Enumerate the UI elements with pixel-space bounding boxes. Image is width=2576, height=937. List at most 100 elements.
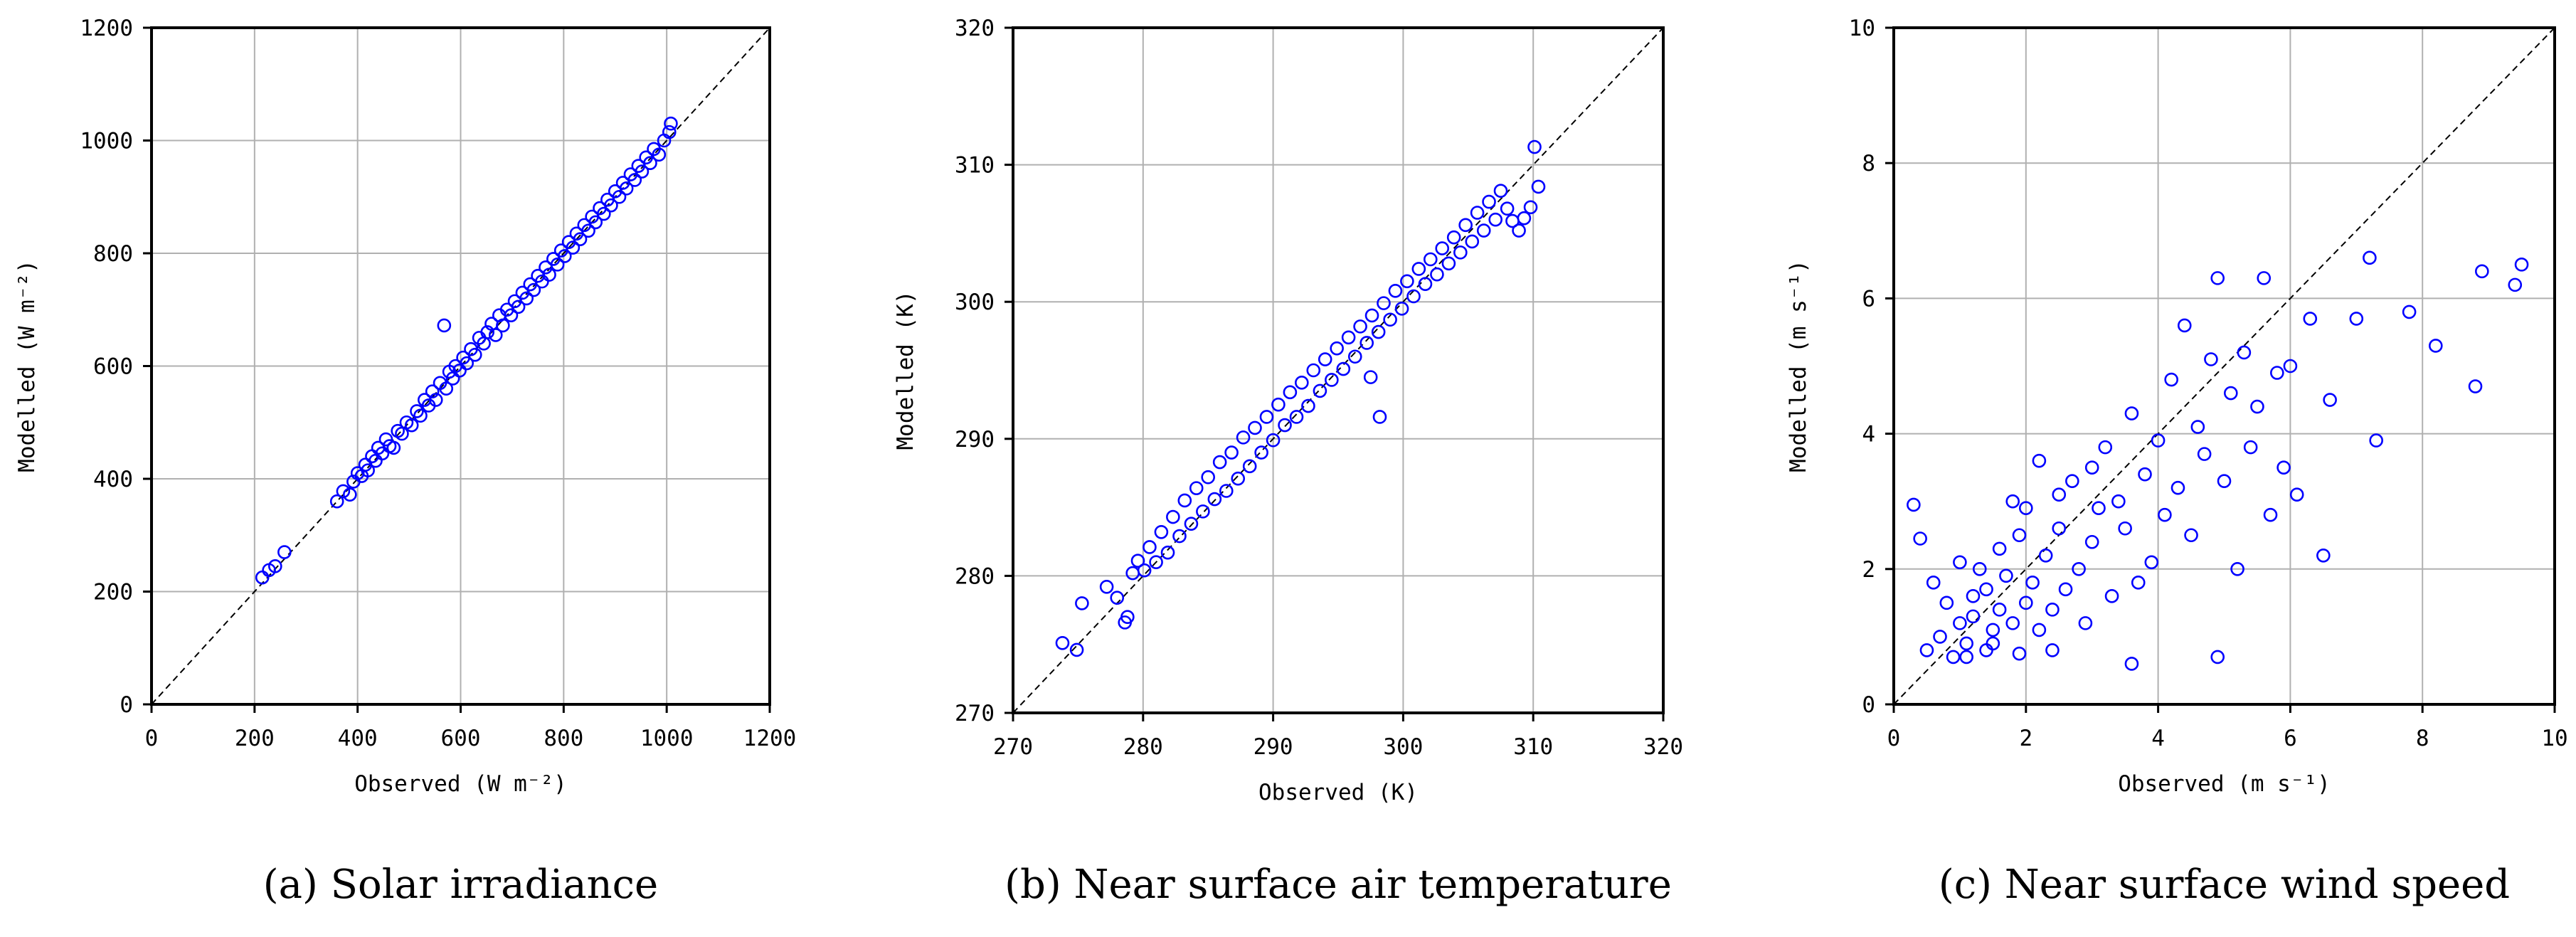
data-point — [2243, 440, 2258, 455]
data-point — [1966, 589, 1981, 603]
data-point — [2025, 576, 2040, 590]
data-point — [2032, 623, 2047, 637]
data-point — [1231, 471, 1246, 486]
data-point — [2363, 250, 2377, 265]
plot-frame — [150, 26, 771, 706]
data-point — [2303, 312, 2318, 326]
data-point — [1341, 330, 1356, 345]
data-point — [1992, 541, 2007, 556]
data-point — [1458, 218, 1473, 233]
x-tick-label: 1000 — [640, 726, 694, 751]
data-point — [1435, 241, 1450, 255]
data-point — [1196, 504, 1210, 519]
x-tick-label: 0 — [1887, 726, 1901, 751]
data-point — [1527, 139, 1542, 154]
data-point — [2012, 528, 2027, 543]
y-tick-label: 270 — [955, 701, 995, 726]
data-point — [2131, 576, 2146, 590]
data-point — [2098, 440, 2113, 455]
data-point — [557, 249, 572, 263]
data-point — [1189, 481, 1204, 495]
data-point — [2204, 352, 2218, 366]
data-point — [428, 393, 443, 407]
data-point — [2369, 433, 2383, 448]
data-point — [1926, 576, 1941, 590]
data-point — [662, 125, 677, 139]
x-tick-label: 290 — [1253, 734, 1293, 760]
data-point — [1301, 398, 1315, 413]
data-point — [2032, 453, 2047, 468]
data-point — [1278, 418, 1292, 433]
data-point — [1372, 410, 1387, 424]
data-point — [2217, 474, 2232, 488]
data-point — [1453, 245, 1468, 260]
data-point — [1500, 201, 1515, 216]
data-point — [1512, 223, 1526, 238]
data-point — [1242, 459, 1257, 474]
data-point — [635, 164, 650, 179]
data-point — [1160, 545, 1175, 560]
x-tick-label: 0 — [145, 726, 159, 751]
data-point — [425, 384, 440, 398]
data-point — [1120, 610, 1135, 624]
data-point — [2072, 561, 2086, 576]
y-tick-label: 300 — [955, 290, 995, 315]
x-tick-label: 270 — [993, 734, 1033, 760]
x-tick-label: 600 — [441, 726, 481, 751]
y-tick-label: 290 — [955, 427, 995, 452]
data-point — [2058, 582, 2073, 597]
data-point — [2038, 548, 2053, 563]
data-point — [2237, 345, 2252, 360]
data-point — [1377, 296, 1391, 310]
data-point — [2257, 271, 2272, 285]
data-point — [2065, 474, 2079, 488]
data-point — [1212, 455, 1227, 470]
data-point — [1172, 529, 1187, 544]
data-point — [612, 189, 627, 204]
data-point — [1430, 267, 1444, 282]
data-point — [361, 463, 375, 477]
data-point — [511, 300, 526, 314]
data-point — [2078, 616, 2093, 630]
data-point — [343, 487, 357, 502]
data-point — [2349, 312, 2364, 326]
data-point — [2045, 643, 2060, 657]
data-point — [652, 147, 667, 162]
data-point — [542, 268, 556, 282]
data-point — [488, 328, 503, 342]
data-point — [1418, 277, 1433, 291]
y-tick-label: 2 — [1862, 557, 1875, 583]
data-point — [2124, 406, 2139, 420]
data-point — [1493, 184, 1508, 198]
data-point — [1207, 492, 1222, 507]
data-point — [1400, 274, 1414, 289]
data-point — [1236, 430, 1251, 445]
data-point — [1465, 234, 1480, 249]
y-tick-label: 8 — [1862, 151, 1875, 176]
data-point — [519, 291, 534, 306]
data-point — [404, 418, 419, 433]
data-point — [1295, 376, 1309, 390]
data-point — [2045, 603, 2060, 617]
data-point — [1347, 349, 1362, 364]
data-point — [480, 325, 494, 339]
data-point — [2092, 501, 2106, 516]
data-point — [1446, 230, 1461, 245]
data-point — [460, 356, 474, 371]
data-point — [1166, 509, 1180, 524]
data-point — [1394, 302, 1409, 316]
data-point — [1531, 179, 1546, 194]
data-point — [1517, 211, 1532, 226]
data-point — [1248, 420, 1262, 435]
data-point — [550, 258, 565, 272]
panel-wind-speed: 0 2 4 6 8 10 0 2 4 6 8 10 Observed (m s⁻¹) Modelled (… — [1786, 16, 2568, 908]
x-tick-label: 310 — [1513, 734, 1553, 760]
data-point — [2170, 480, 2185, 495]
data-point — [2052, 521, 2067, 536]
data-point — [2104, 589, 2119, 603]
data-point — [1411, 262, 1426, 276]
data-point — [1999, 568, 2013, 583]
data-point — [1441, 256, 1456, 271]
data-point — [1266, 433, 1281, 448]
y-tick-label: 0 — [120, 692, 133, 718]
